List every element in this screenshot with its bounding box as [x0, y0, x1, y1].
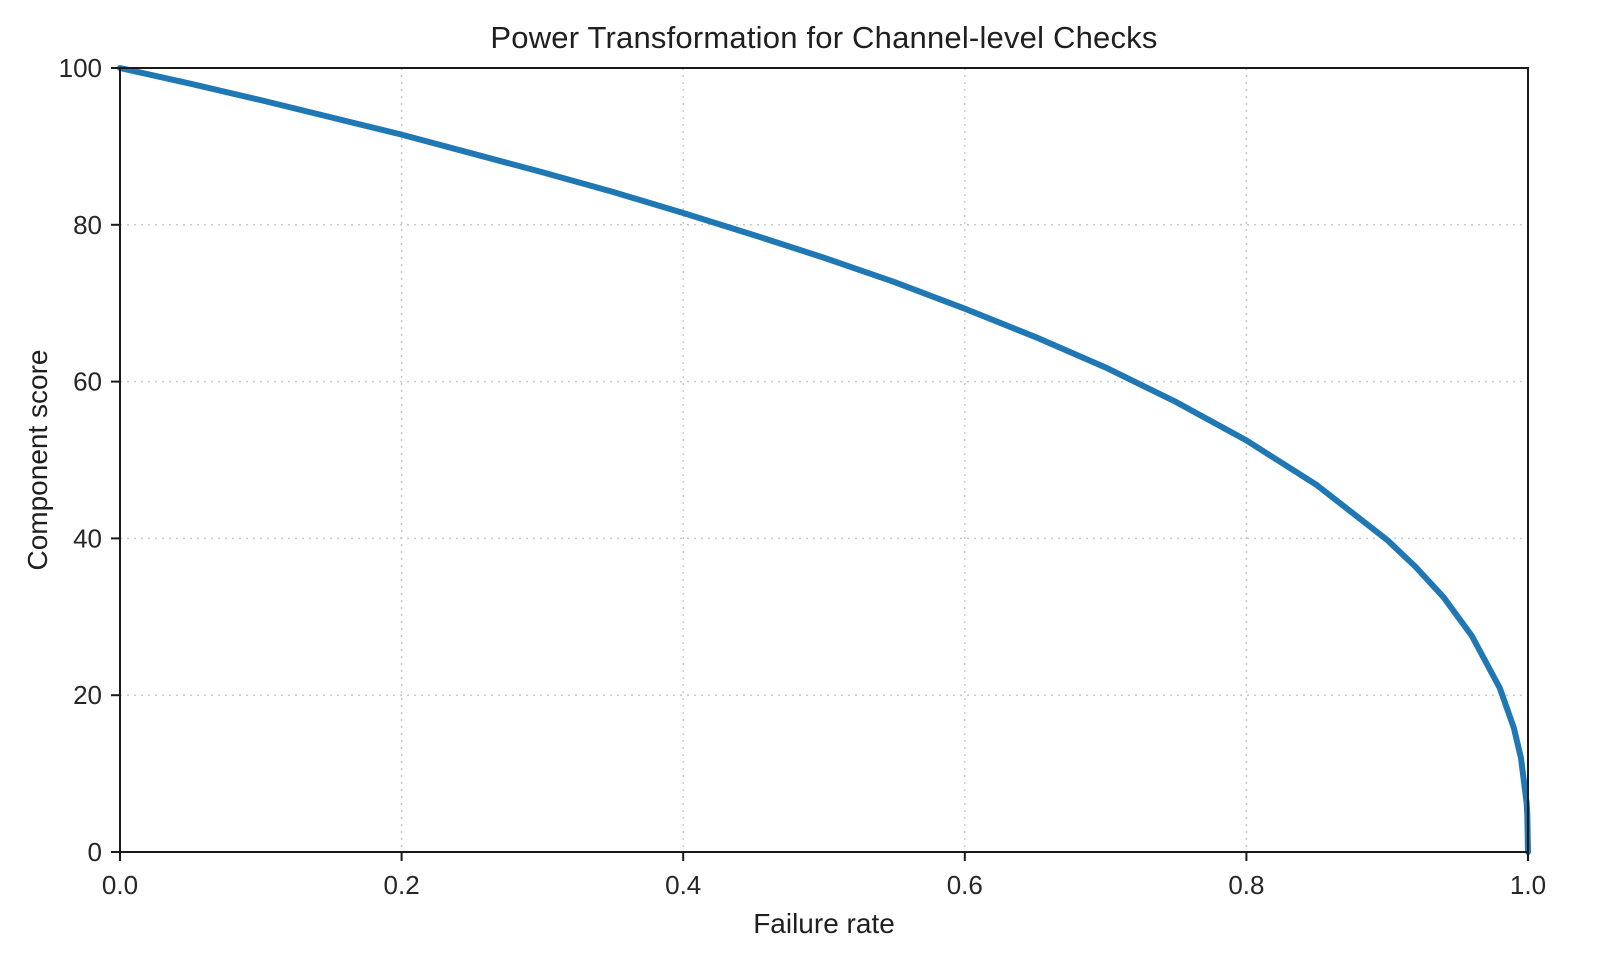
x-tick-label: 0.6 — [947, 870, 983, 900]
x-axis-label: Failure rate — [753, 908, 895, 939]
y-tick-label: 20 — [73, 680, 102, 710]
plot-border — [119, 67, 1529, 853]
y-tick-label: 60 — [73, 367, 102, 397]
y-tick-label: 100 — [59, 53, 102, 83]
x-tick-label: 0.4 — [665, 870, 701, 900]
chart-title: Power Transformation for Channel-level C… — [490, 20, 1158, 55]
x-tick-label: 1.0 — [1510, 870, 1546, 900]
y-tick-label: 80 — [73, 210, 102, 240]
x-tick-label: 0.0 — [102, 870, 138, 900]
y-tick-label: 0 — [88, 837, 102, 867]
line-series — [117, 65, 1531, 855]
y-tick-label: 40 — [73, 523, 102, 553]
x-tick-label: 0.2 — [384, 870, 420, 900]
x-tick-label: 0.8 — [1228, 870, 1264, 900]
